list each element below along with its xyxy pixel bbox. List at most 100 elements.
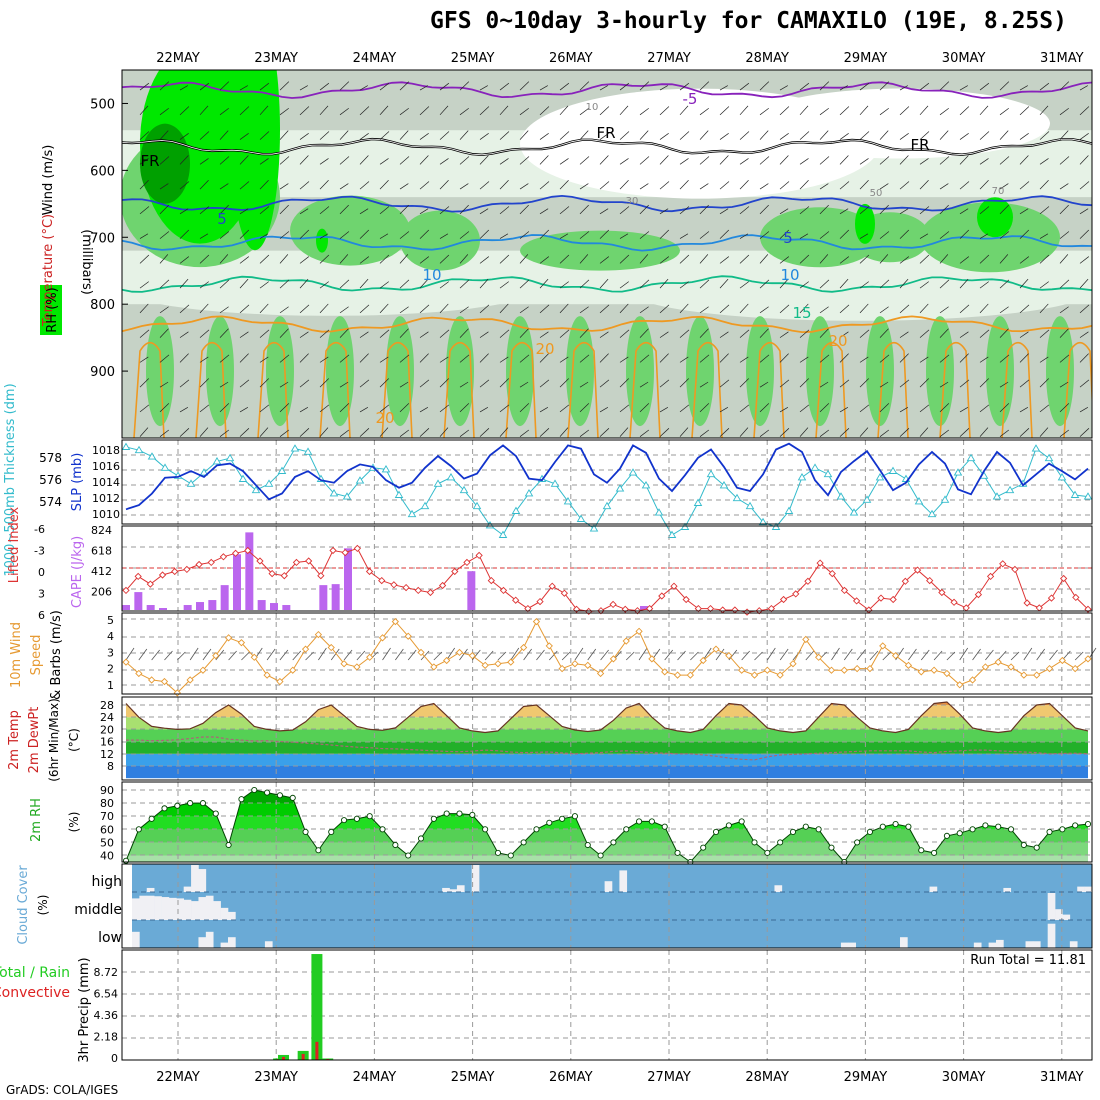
wind-barb [239,133,249,140]
wind-barb [319,105,329,116]
cloud-bar-low [228,937,236,948]
wind-barb [579,328,589,338]
wind-barb [859,303,869,314]
wind-barb [1079,155,1089,165]
wind-barb [579,204,589,215]
rh-point [892,821,899,828]
li-point [682,595,690,604]
wind-barb [759,156,770,165]
thickness-point [953,468,963,476]
wind-barb-10m [767,647,776,661]
wind-barb [859,404,870,413]
rh-point [854,839,861,846]
wind-barb [239,379,250,388]
wind-barb [139,303,149,314]
wind-barb [519,183,529,190]
wind-barb [459,403,470,413]
cape-bar [270,603,278,610]
thickness-point [381,465,391,473]
rh-point [995,823,1002,830]
wind-barb [139,158,149,165]
cloud-bar-middle [154,896,162,920]
y-tick-label: 5 [107,614,114,627]
wind-barb [319,206,330,215]
wind-barb [479,406,489,413]
cape-bar [196,602,204,610]
rh-point [700,844,707,851]
wind-barb-10m [638,647,648,661]
series-dew-line [126,736,1089,761]
wind-barb [1039,131,1050,140]
wind-barb [859,281,869,289]
wind-barb [519,254,529,264]
rh-panel-frame [121,781,1093,863]
wind-barb [659,304,670,314]
cloud-bar-middle [146,895,155,920]
wind-barb [599,331,609,338]
wind-barb [719,229,730,239]
wind-barb-10m [856,649,866,661]
li-point [219,553,228,561]
temp-contour-warm [567,341,599,438]
wind-barb [859,427,869,437]
wind-barb [859,233,869,239]
rh-point [289,794,296,801]
wind-barb [439,158,449,165]
wind-barb [619,356,629,363]
rh-legend-swatch [40,285,62,335]
wind-barb [219,354,230,363]
cloud-bar-low [973,942,982,948]
wind-barb [539,106,550,116]
wind-point [635,627,643,635]
wind-barb [179,208,189,215]
wind-barb [659,379,670,388]
footer-credit: GrADS: COLA/IGES [6,1083,119,1097]
y-tick-label: 70 [100,810,114,823]
wind-barb [1059,183,1069,190]
li-point [171,567,179,576]
thickness-point [1031,444,1041,452]
thickness-point [329,489,339,497]
wind-barb-10m [574,647,584,661]
cloud-bar-high [1003,887,1012,892]
y-tick-label: 824 [91,524,112,537]
wind-barb [359,406,369,413]
x-tick-label-bottom: 31MAY [1040,1070,1084,1085]
wind-barb-10m [497,651,507,661]
wind-barb [399,354,410,363]
wind-barb [1059,328,1069,338]
x-tick-label-top: 30MAY [942,51,986,66]
wind-barb [1019,379,1030,388]
wind-barb [599,229,610,239]
x-tick-label-top: 27MAY [647,51,691,66]
wind-barb [139,356,149,363]
wind-point [545,642,553,650]
temp-contour-warm [195,341,227,438]
cloud-bar-middle [132,898,140,920]
wind-point [327,643,335,652]
wind-barb [699,403,710,413]
wind-barb [399,306,409,314]
wind-barb [439,180,449,190]
wind-barb [259,404,270,413]
wind-barb [359,379,370,388]
rh-point [417,835,425,842]
x-tick-label-bottom: 28MAY [745,1070,789,1085]
rh-point [264,789,271,796]
wind-barb [879,156,890,165]
y-tick-label: 16 [100,736,114,749]
thickness-point [1083,492,1093,500]
wind-barb [619,206,630,215]
wind-barb [939,306,949,314]
x-tick-label-bottom: 30MAY [942,1070,986,1085]
wind-barb [1039,378,1049,388]
precip-bar-conv [326,1058,330,1060]
wind-barb [819,306,829,314]
wind-barb [339,429,350,437]
rh-point [315,847,322,854]
temp-contour-warm [319,341,351,438]
wind-barb [539,256,550,264]
wind-barb [939,81,950,91]
wind-barb [999,381,1009,388]
wind-barb [299,406,309,413]
